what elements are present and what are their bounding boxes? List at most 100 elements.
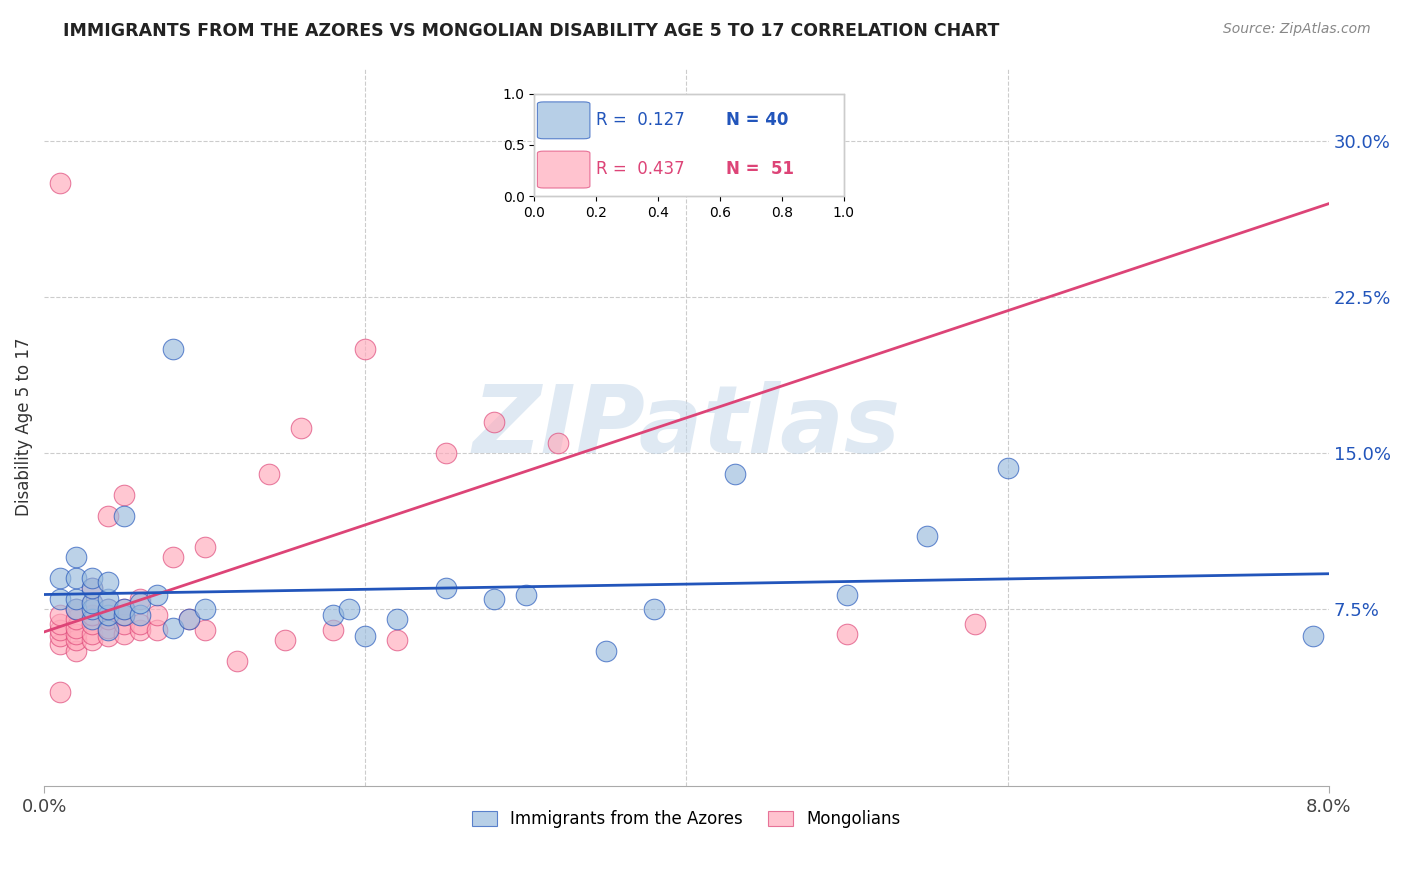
Point	[49, 629, 72, 643]
Point	[97, 608, 120, 623]
Point	[162, 550, 184, 565]
Point	[49, 571, 72, 585]
Text: N =  51: N = 51	[725, 160, 794, 178]
Point	[129, 616, 152, 631]
Point	[65, 602, 87, 616]
Point	[723, 467, 745, 481]
Point	[112, 616, 135, 631]
Point	[354, 629, 377, 643]
Point	[145, 623, 167, 637]
Point	[97, 591, 120, 606]
Point	[82, 616, 104, 631]
Legend: Immigrants from the Azores, Mongolians: Immigrants from the Azores, Mongolians	[465, 804, 907, 835]
Point	[129, 591, 152, 606]
Point	[322, 623, 344, 637]
Point	[177, 612, 200, 626]
Point	[97, 621, 120, 635]
Point	[997, 460, 1019, 475]
Point	[112, 508, 135, 523]
Point	[49, 176, 72, 190]
Point	[257, 467, 280, 481]
Point	[177, 612, 200, 626]
Point	[82, 612, 104, 626]
FancyBboxPatch shape	[537, 151, 591, 188]
Point	[112, 608, 135, 623]
Point	[97, 629, 120, 643]
Point	[82, 602, 104, 616]
Point	[97, 623, 120, 637]
Point	[755, 165, 778, 179]
Point	[49, 685, 72, 699]
Point	[194, 540, 217, 554]
Point	[65, 612, 87, 626]
Point	[145, 608, 167, 623]
Point	[162, 621, 184, 635]
Point	[82, 627, 104, 641]
Text: N = 40: N = 40	[725, 111, 789, 128]
Point	[145, 587, 167, 601]
Point	[194, 602, 217, 616]
Point	[643, 602, 665, 616]
Point	[49, 623, 72, 637]
Point	[65, 550, 87, 565]
Point	[337, 602, 360, 616]
Point	[595, 643, 617, 657]
Point	[82, 571, 104, 585]
Point	[129, 596, 152, 610]
Point	[965, 616, 987, 631]
Point	[547, 435, 569, 450]
Point	[65, 571, 87, 585]
Point	[515, 587, 537, 601]
Point	[65, 643, 87, 657]
Text: ZIPatlas: ZIPatlas	[472, 381, 900, 473]
Text: Source: ZipAtlas.com: Source: ZipAtlas.com	[1223, 22, 1371, 37]
Point	[917, 529, 939, 543]
FancyBboxPatch shape	[537, 102, 591, 139]
Text: IMMIGRANTS FROM THE AZORES VS MONGOLIAN DISABILITY AGE 5 TO 17 CORRELATION CHART: IMMIGRANTS FROM THE AZORES VS MONGOLIAN …	[63, 22, 1000, 40]
Point	[162, 342, 184, 356]
Point	[194, 623, 217, 637]
Point	[835, 627, 858, 641]
Point	[65, 633, 87, 648]
Point	[482, 591, 505, 606]
Point	[49, 591, 72, 606]
Point	[82, 633, 104, 648]
Point	[129, 608, 152, 623]
Text: R =  0.127: R = 0.127	[596, 111, 685, 128]
Point	[49, 637, 72, 651]
Point	[97, 602, 120, 616]
Point	[97, 575, 120, 590]
Point	[65, 621, 87, 635]
Text: R =  0.437: R = 0.437	[596, 160, 685, 178]
Point	[97, 508, 120, 523]
Point	[82, 582, 104, 596]
Point	[65, 602, 87, 616]
Point	[49, 608, 72, 623]
Point	[274, 633, 297, 648]
Point	[1302, 629, 1324, 643]
Point	[112, 608, 135, 623]
Point	[82, 596, 104, 610]
Point	[49, 616, 72, 631]
Point	[129, 623, 152, 637]
Point	[290, 421, 312, 435]
Point	[112, 627, 135, 641]
Point	[835, 587, 858, 601]
Point	[65, 627, 87, 641]
Point	[97, 612, 120, 626]
Point	[482, 415, 505, 429]
Point	[65, 591, 87, 606]
Point	[225, 654, 247, 668]
Point	[112, 602, 135, 616]
Y-axis label: Disability Age 5 to 17: Disability Age 5 to 17	[15, 338, 32, 516]
Point	[112, 602, 135, 616]
Point	[112, 488, 135, 502]
Point	[82, 608, 104, 623]
Point	[82, 582, 104, 596]
Point	[387, 612, 409, 626]
Point	[434, 446, 457, 460]
Point	[354, 342, 377, 356]
Point	[97, 602, 120, 616]
Point	[82, 596, 104, 610]
Point	[322, 608, 344, 623]
